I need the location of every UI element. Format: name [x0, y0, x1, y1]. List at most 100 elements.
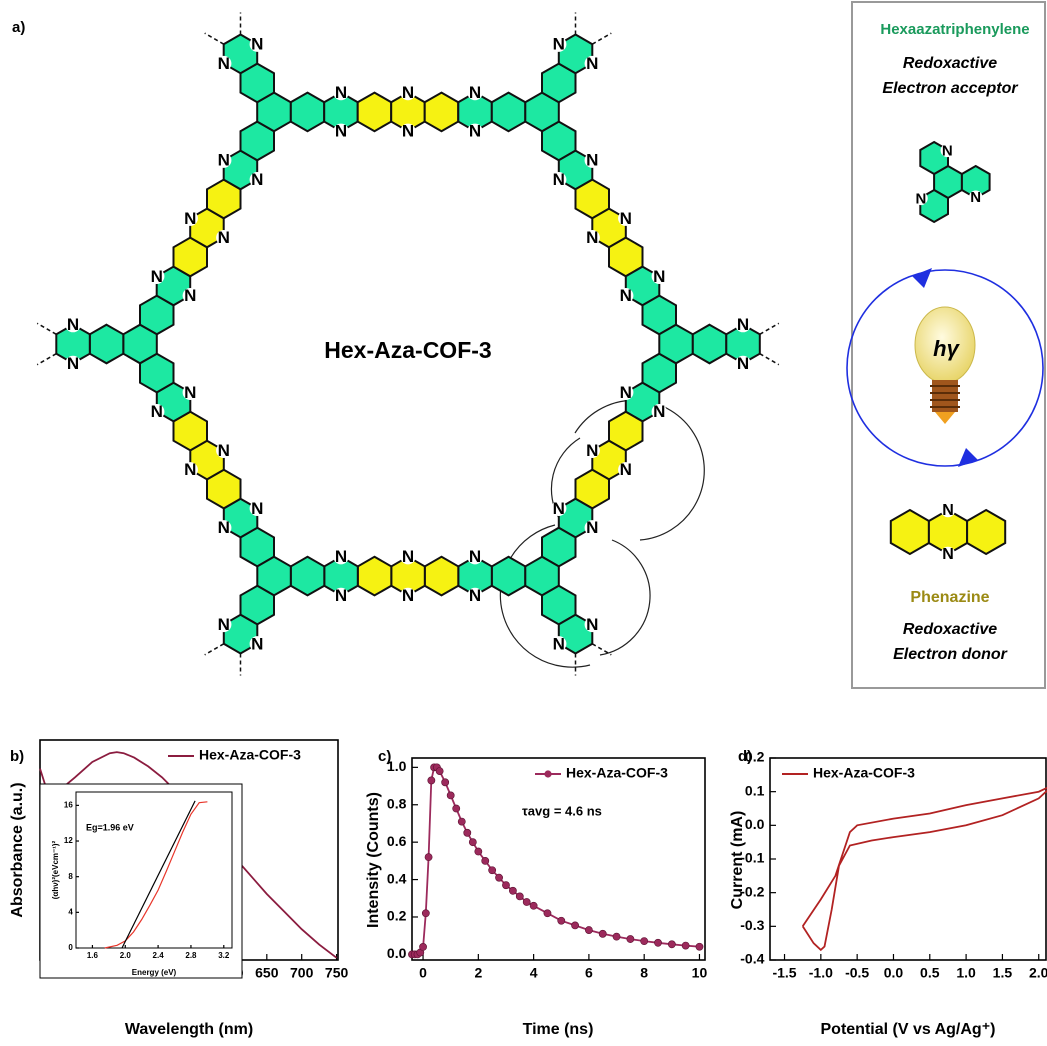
atom-label: N — [218, 54, 230, 73]
atom-label: N — [335, 83, 347, 102]
atom-label: N — [218, 615, 230, 634]
data-point — [482, 857, 489, 864]
atom-label: N — [469, 122, 481, 141]
atom-label: N — [184, 209, 196, 228]
data-point — [495, 874, 502, 881]
atom-label: N — [469, 586, 481, 605]
data-point — [469, 839, 476, 846]
atom-label: N — [942, 142, 953, 159]
atom-label: N — [737, 354, 749, 373]
data-point — [696, 943, 703, 950]
ring — [358, 557, 392, 596]
x-tick-label: 2.0 — [1029, 965, 1047, 981]
atom-label: N — [553, 170, 565, 189]
atom-label: N — [218, 151, 230, 170]
x-tick-label: 750 — [325, 965, 349, 981]
data-point — [523, 898, 530, 905]
atom-label: N — [335, 586, 347, 605]
legend-label: Hex-Aza-COF-3 — [566, 765, 668, 781]
y-tick-label: 0.1 — [745, 782, 765, 798]
data-point — [585, 926, 592, 933]
data-point — [475, 848, 482, 855]
dashed-bond — [760, 323, 779, 334]
y-tick-label: -0.4 — [740, 951, 764, 967]
data-point — [442, 779, 449, 786]
framework-name: Hex-Aza-COF-3 — [324, 337, 491, 363]
donor-name: Phenazine — [910, 589, 989, 606]
ring — [358, 93, 392, 132]
atom-label: N — [402, 547, 414, 566]
bulb-tip — [935, 412, 955, 424]
x-tick-label: 2.8 — [185, 951, 197, 960]
ring — [291, 557, 325, 596]
atom-label: N — [916, 190, 927, 207]
data-point — [654, 939, 661, 946]
donor-line: Electron donor — [893, 646, 1008, 663]
atom-label: N — [620, 383, 632, 402]
donor-line: Redoxactive — [903, 621, 997, 638]
atom-label: N — [469, 547, 481, 566]
y-tick-label: 0.0 — [745, 816, 765, 832]
atom-label: N — [184, 286, 196, 305]
y-axis-label: Absorbance (a.u.) — [9, 782, 26, 917]
ring — [693, 325, 727, 364]
x-tick-label: 2 — [474, 965, 482, 981]
y-tick-label: 16 — [64, 800, 73, 809]
x-axis-label: Energy (eV) — [132, 968, 177, 977]
x-tick-label: 1.6 — [87, 951, 99, 960]
panel-label: b) — [10, 748, 24, 765]
data-point — [419, 943, 426, 950]
atom-label: N — [218, 441, 230, 460]
data-point — [428, 777, 435, 784]
data-point — [489, 867, 496, 874]
data-line — [803, 785, 1047, 950]
atom-label: N — [218, 228, 230, 247]
data-point — [447, 792, 454, 799]
dashed-bond — [37, 354, 56, 365]
annotation: τavg = 4.6 ns — [522, 803, 602, 818]
atom-label: N — [402, 83, 414, 102]
data-point — [422, 910, 429, 917]
page: { "diagram": { "panel_label": "a)", "fra… — [0, 0, 1047, 1046]
x-tick-label: 0.0 — [884, 965, 904, 981]
data-point — [516, 893, 523, 900]
atom-label: N — [653, 267, 665, 286]
x-tick-label: 650 — [255, 965, 279, 981]
atom-label: N — [586, 615, 598, 634]
y-tick-label: 0.0 — [387, 945, 407, 961]
data-point — [453, 805, 460, 812]
x-tick-label: 2.0 — [120, 951, 132, 960]
annotation: Eg=1.96 eV — [86, 822, 134, 832]
x-axis-label: Time (ns) — [523, 1021, 594, 1038]
x-axis-label: Potential (V vs Ag/Ag⁺) — [821, 1021, 996, 1038]
x-tick-label: -0.5 — [845, 965, 869, 981]
ring — [90, 325, 124, 364]
x-tick-label: 6 — [585, 965, 593, 981]
data-point — [627, 935, 634, 942]
dashed-bond — [592, 33, 611, 44]
data-point — [425, 854, 432, 861]
ring — [123, 325, 157, 364]
y-tick-label: -0.3 — [740, 917, 764, 933]
x-axis-label: Wavelength (nm) — [125, 1021, 253, 1038]
atom-label: N — [553, 35, 565, 54]
atom-label: N — [620, 286, 632, 305]
x-tick-label: 10 — [692, 965, 708, 981]
arrow-head — [958, 448, 978, 467]
atom-label: N — [251, 634, 263, 653]
atom-label: N — [653, 402, 665, 421]
y-tick-label: 0.2 — [387, 908, 407, 924]
ring — [967, 510, 1005, 554]
series-group — [408, 764, 703, 958]
y-axis-label: (αhν)²(eVcm⁻¹)² — [51, 840, 60, 899]
chart: 02468100.00.20.40.60.81.0Hex-Aza-COF-3c)… — [365, 748, 707, 1038]
x-tick-label: 0.5 — [920, 965, 940, 981]
data-point — [641, 938, 648, 945]
atom-label: N — [586, 441, 598, 460]
y-axis-label: Intensity (Counts) — [365, 792, 382, 928]
x-tick-label: 8 — [640, 965, 648, 981]
panel-label: d) — [738, 748, 752, 765]
ring — [659, 325, 693, 364]
legend-marker — [544, 770, 551, 777]
